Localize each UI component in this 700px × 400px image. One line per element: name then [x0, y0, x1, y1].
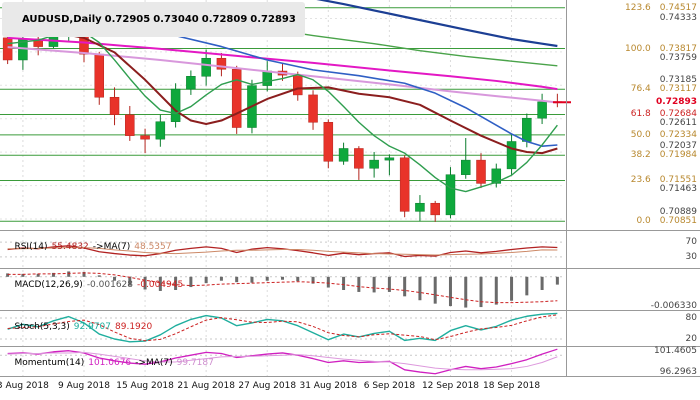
- momentum-ma-name: ->MA(7): [135, 358, 173, 368]
- chart-title: AUDUSD,Daily 0.72905 0.73040 0.72809 0.72893: [2, 2, 305, 37]
- stoch-signal-value: 89.1920: [115, 322, 153, 332]
- momentum-name: Momentum(14): [14, 358, 85, 368]
- ohlc-close: 0.72893: [250, 14, 296, 25]
- macd-signal-value: -0.004945: [137, 280, 184, 290]
- stoch-value: 92.9707: [73, 322, 111, 332]
- stoch-indicator-label: Stoch(5,3,3) 92.9707 89.1920: [3, 312, 156, 342]
- ohlc-high: 0.73040: [153, 14, 199, 25]
- ohlc-low: 0.72809: [201, 14, 248, 25]
- momentum-ma-value: 99.7187: [176, 358, 214, 368]
- momentum-indicator-label: Momentum(14) 101.0676 ->MA(7) 99.7187: [3, 348, 218, 378]
- rsi-ma-value: 48.5357: [134, 242, 172, 252]
- symbol-period-label: AUDUSD,Daily: [21, 14, 102, 25]
- macd-indicator-label: MACD(12,26,9) -0.001628 -0.004945: [3, 270, 187, 300]
- macd-value: -0.001628: [86, 280, 134, 290]
- stoch-name: Stoch(5,3,3): [14, 322, 70, 332]
- rsi-name: RSI(14): [14, 242, 48, 252]
- rsi-value: 55.4832: [51, 242, 89, 252]
- momentum-value: 101.0676: [88, 358, 132, 368]
- rsi-ma-name: ->MA(7): [92, 242, 131, 252]
- ohlc-open: 0.72905: [104, 14, 151, 25]
- rsi-indicator-label: RSI(14) 55.4832 ->MA(7) 48.5357: [3, 232, 175, 262]
- macd-name: MACD(12,26,9): [14, 280, 83, 290]
